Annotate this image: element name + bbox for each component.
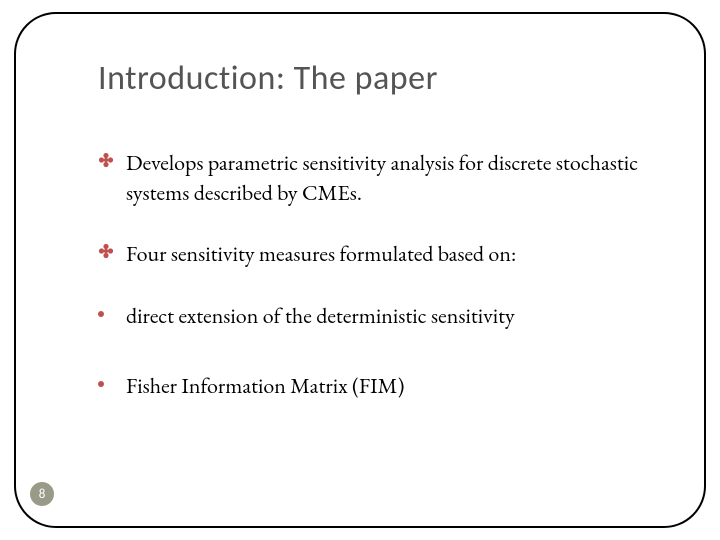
list-item-text: direct extension of the deterministic se…: [126, 301, 515, 330]
flower-bullet-icon: [98, 243, 114, 259]
list-item-text: Develops parametric sensitivity analysis…: [126, 148, 638, 207]
bullet-list: Develops parametric sensitivity analysis…: [98, 148, 660, 440]
page-number-badge: 8: [30, 482, 54, 506]
list-item-text: Fisher Information Matrix (FIM): [126, 371, 404, 400]
list-item: Fisher Information Matrix (FIM): [98, 371, 660, 401]
page-number-text: 8: [39, 487, 46, 502]
list-item-text: Four sensitivity measures formulated bas…: [126, 239, 516, 268]
slide: Introduction: The paper Develops paramet…: [0, 0, 720, 540]
dot-bullet-icon: [98, 311, 104, 317]
list-item: Four sensitivity measures formulated bas…: [98, 239, 660, 269]
list-item: direct extension of the deterministic se…: [98, 301, 660, 331]
slide-title: Introduction: The paper: [98, 58, 438, 99]
dot-bullet-icon: [98, 381, 104, 387]
list-item: Develops parametric sensitivity analysis…: [98, 148, 660, 207]
flower-bullet-icon: [98, 152, 114, 168]
